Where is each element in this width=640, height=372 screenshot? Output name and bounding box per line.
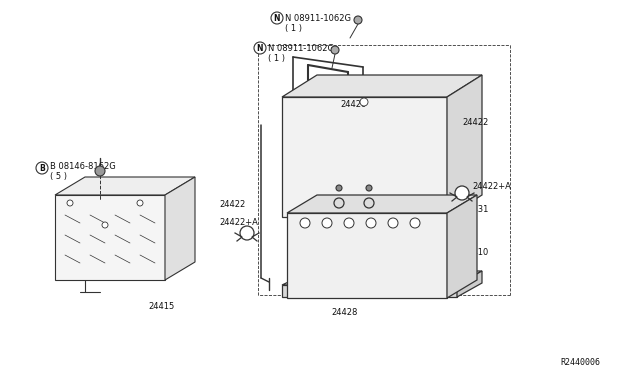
Circle shape bbox=[364, 198, 374, 208]
Text: 24422: 24422 bbox=[462, 118, 488, 127]
Polygon shape bbox=[282, 75, 482, 97]
Text: 24422+A: 24422+A bbox=[472, 182, 511, 191]
Polygon shape bbox=[447, 195, 477, 298]
Circle shape bbox=[331, 46, 339, 54]
Circle shape bbox=[336, 185, 342, 191]
Circle shape bbox=[137, 200, 143, 206]
Circle shape bbox=[354, 16, 362, 24]
Text: B 08146-8162G
( 5 ): B 08146-8162G ( 5 ) bbox=[50, 162, 116, 182]
Polygon shape bbox=[55, 177, 195, 195]
Text: 24420: 24420 bbox=[340, 100, 366, 109]
Circle shape bbox=[102, 222, 108, 228]
Circle shape bbox=[360, 98, 368, 106]
Polygon shape bbox=[282, 97, 447, 217]
Polygon shape bbox=[457, 271, 482, 297]
Polygon shape bbox=[55, 195, 165, 280]
Circle shape bbox=[36, 162, 48, 174]
Text: 24428: 24428 bbox=[332, 308, 358, 317]
Circle shape bbox=[366, 218, 376, 228]
Circle shape bbox=[366, 185, 372, 191]
Polygon shape bbox=[282, 285, 457, 297]
Text: 24422: 24422 bbox=[219, 200, 245, 209]
Text: R2440006: R2440006 bbox=[560, 358, 600, 367]
Circle shape bbox=[455, 186, 469, 200]
Circle shape bbox=[271, 12, 283, 24]
Text: 24415: 24415 bbox=[148, 302, 174, 311]
Text: N 08911-1062G
( 1 ): N 08911-1062G ( 1 ) bbox=[285, 14, 351, 33]
Circle shape bbox=[410, 218, 420, 228]
Circle shape bbox=[388, 218, 398, 228]
Polygon shape bbox=[282, 271, 482, 285]
Circle shape bbox=[334, 198, 344, 208]
Polygon shape bbox=[165, 177, 195, 280]
Text: N: N bbox=[257, 44, 263, 52]
Circle shape bbox=[240, 226, 254, 240]
Circle shape bbox=[254, 42, 266, 54]
Circle shape bbox=[95, 166, 105, 176]
Text: N 08911-1062G
( 1 ): N 08911-1062G ( 1 ) bbox=[268, 44, 334, 63]
Circle shape bbox=[67, 200, 73, 206]
Text: 24422+A: 24422+A bbox=[219, 218, 258, 227]
Circle shape bbox=[300, 218, 310, 228]
Text: B: B bbox=[39, 164, 45, 173]
Circle shape bbox=[344, 218, 354, 228]
Text: N: N bbox=[274, 13, 280, 22]
Text: 24431: 24431 bbox=[462, 205, 488, 214]
Text: 24410: 24410 bbox=[462, 248, 488, 257]
Polygon shape bbox=[287, 195, 477, 213]
Polygon shape bbox=[287, 213, 447, 298]
Circle shape bbox=[322, 218, 332, 228]
Polygon shape bbox=[447, 75, 482, 217]
